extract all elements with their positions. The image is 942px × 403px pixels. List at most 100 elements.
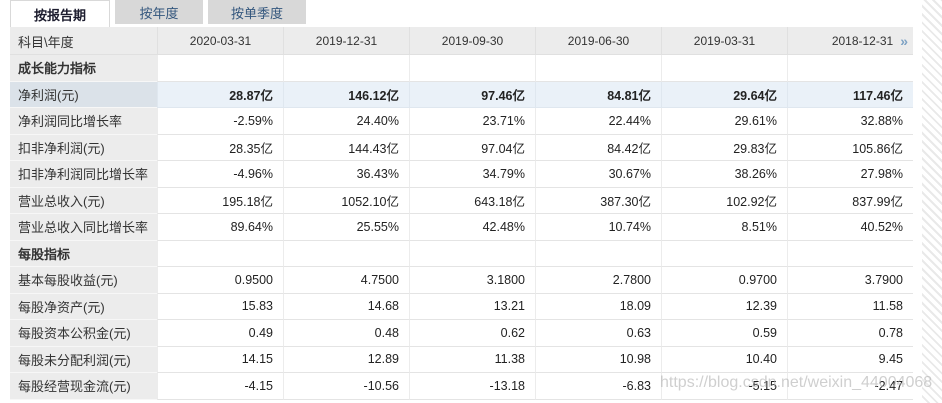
cell-value [661, 240, 787, 267]
cell-value: 32.88% [787, 108, 913, 135]
row-label: 每股未分配利润(元) [10, 346, 157, 373]
cell-value: 1052.10亿 [283, 187, 409, 214]
column-header: 2019-12-31 [283, 27, 409, 55]
column-header-label: 2018-12-31 [831, 34, 894, 48]
cell-value: 42.48% [409, 214, 535, 241]
next-columns-icon[interactable]: » [900, 33, 908, 49]
cell-value: -4.96% [157, 161, 283, 188]
cell-value: -6.83 [535, 373, 661, 400]
cell-value: 14.68 [283, 293, 409, 320]
cell-value [661, 55, 787, 82]
table-row[interactable]: 扣非净利润同比增长率 -4.96% 36.43% 34.79% 30.67% 38.26%… [10, 161, 913, 188]
cell-value: -10.56 [283, 373, 409, 400]
column-header: 2019-03-31 [661, 27, 787, 55]
tab-by-quarter[interactable]: 按单季度 [208, 0, 306, 24]
corner-header-cell: 科目\年度 [18, 34, 74, 50]
cell-value: 3.7900 [787, 267, 913, 294]
cell-value: 146.12亿 [283, 81, 409, 108]
cell-value: 0.62 [409, 320, 535, 347]
row-label: 每股经营现金流(元) [10, 373, 157, 400]
cell-value: 14.15 [157, 346, 283, 373]
tab-by-year[interactable]: 按年度 [115, 0, 203, 24]
cell-value: 10.98 [535, 346, 661, 373]
cell-value: 97.46亿 [409, 81, 535, 108]
table-header-row: 科目\年度 2020-03-31 2019-12-31 2019-09-30 2… [10, 27, 913, 55]
table-body: 成长能力指标 净利润(元) 28.87亿 146.12亿 97.46亿 84.81亿 29.… [10, 55, 913, 400]
cell-value: 89.64% [157, 214, 283, 241]
cell-value: 25.55% [283, 214, 409, 241]
cell-value: 102.92亿 [661, 187, 787, 214]
cell-value: -4.15 [157, 373, 283, 400]
table-row[interactable]: 营业总收入(元) 195.18亿 1052.10亿 643.18亿 387.30亿 102… [10, 187, 913, 214]
cell-value [535, 240, 661, 267]
column-header: 2020-03-31 [157, 27, 283, 55]
financial-indicators-table: 科目\年度 2020-03-31 2019-12-31 2019-09-30 2… [10, 27, 913, 400]
cell-value [283, 240, 409, 267]
section-row[interactable]: 每股指标 [10, 240, 913, 267]
cell-value: 117.46亿 [787, 81, 913, 108]
cell-value: 84.81亿 [535, 81, 661, 108]
cell-value: 23.71% [409, 108, 535, 135]
cell-value: 2.7800 [535, 267, 661, 294]
cell-value: 105.86亿 [787, 134, 913, 161]
cell-value: 11.38 [409, 346, 535, 373]
row-label: 每股资本公积金(元) [10, 320, 157, 347]
cell-value: 24.40% [283, 108, 409, 135]
cell-value: 8.51% [661, 214, 787, 241]
row-label: 基本每股收益(元) [10, 267, 157, 294]
row-label: 每股净资产(元) [10, 293, 157, 320]
cell-value: 30.67% [535, 161, 661, 188]
section-row[interactable]: 成长能力指标 [10, 55, 913, 82]
cell-value [157, 55, 283, 82]
cell-value: 40.52% [787, 214, 913, 241]
cell-value: 0.49 [157, 320, 283, 347]
cell-value [283, 55, 409, 82]
cell-value: 22.44% [535, 108, 661, 135]
table-row[interactable]: 净利润同比增长率 -2.59% 24.40% 23.71% 22.44% 29.61% 32… [10, 108, 913, 135]
cell-value [535, 55, 661, 82]
table-row[interactable]: 每股净资产(元) 15.83 14.68 13.21 18.09 12.39 11.58 [10, 293, 913, 320]
cell-value: 0.78 [787, 320, 913, 347]
cell-value: 0.48 [283, 320, 409, 347]
table-row[interactable]: 扣非净利润(元) 28.35亿 144.43亿 97.04亿 84.42亿 29.83亿 1… [10, 134, 913, 161]
cell-value: 15.83 [157, 293, 283, 320]
column-header: 2018-12-31 » [787, 27, 913, 55]
cell-value: 0.63 [535, 320, 661, 347]
cell-value [409, 240, 535, 267]
row-label: 成长能力指标 [10, 55, 157, 82]
row-label: 扣非净利润同比增长率 [10, 161, 157, 188]
table-row[interactable]: 基本每股收益(元) 0.9500 4.7500 3.1800 2.7800 0.9700 3… [10, 267, 913, 294]
table-row[interactable]: 每股资本公积金(元) 0.49 0.48 0.62 0.63 0.59 0.78 [10, 320, 913, 347]
table-row[interactable]: 净利润(元) 28.87亿 146.12亿 97.46亿 84.81亿 29.64亿 117… [10, 81, 913, 108]
cell-value: 0.9500 [157, 267, 283, 294]
row-label: 营业总收入(元) [10, 187, 157, 214]
cell-value: -13.18 [409, 373, 535, 400]
cell-value: 4.7500 [283, 267, 409, 294]
row-label: 扣非净利润(元) [10, 134, 157, 161]
row-label: 每股指标 [10, 240, 157, 267]
cell-value: -2.59% [157, 108, 283, 135]
cell-value: 97.04亿 [409, 134, 535, 161]
cell-value: 28.35亿 [157, 134, 283, 161]
tab-bar: 按报告期 按年度 按单季度 [10, 0, 306, 27]
row-label: 净利润(元) [10, 81, 157, 108]
cell-value [787, 240, 913, 267]
cell-value: 29.83亿 [661, 134, 787, 161]
table-row[interactable]: 营业总收入同比增长率 89.64% 25.55% 42.48% 10.74% 8.51% 4… [10, 214, 913, 241]
cell-value [157, 240, 283, 267]
column-header: 2019-06-30 [535, 27, 661, 55]
table-row[interactable]: 每股未分配利润(元) 14.15 12.89 11.38 10.98 10.40 9.45 [10, 346, 913, 373]
cell-value [787, 55, 913, 82]
cell-value: 144.43亿 [283, 134, 409, 161]
cell-value: 11.58 [787, 293, 913, 320]
cell-value: 38.26% [661, 161, 787, 188]
cell-value: 0.59 [661, 320, 787, 347]
cell-value: 29.61% [661, 108, 787, 135]
cell-value: 27.98% [787, 161, 913, 188]
cell-value: 12.89 [283, 346, 409, 373]
cell-value: 29.64亿 [661, 81, 787, 108]
cell-value: 195.18亿 [157, 187, 283, 214]
tab-report-period[interactable]: 按报告期 [10, 0, 110, 27]
table-row[interactable]: 每股经营现金流(元) -4.15 -10.56 -13.18 -6.83 -5.15 -2.… [10, 373, 913, 400]
